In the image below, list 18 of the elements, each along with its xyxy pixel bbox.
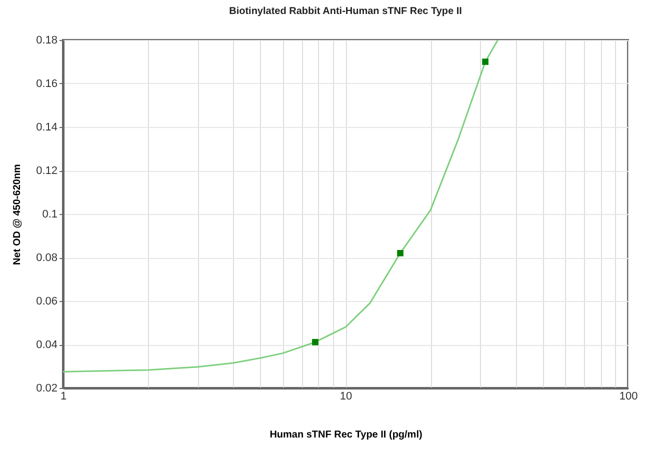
point: [312, 338, 318, 346]
point: [397, 250, 404, 256]
y-tick-label: 0.1: [42, 208, 58, 220]
x-axis-title: Human sTNF Rec Type II (pg/ml): [270, 430, 422, 440]
y-tick-label: 0.06: [36, 296, 58, 308]
y-tick-label: 0.18: [36, 34, 58, 46]
y-tick-label: 0.14: [36, 122, 58, 134]
y-tick-label: 0.12: [36, 165, 58, 177]
x-tick-label: 100: [619, 390, 638, 402]
y-tick-label: 0.16: [36, 78, 58, 90]
y-axis-title: Net OD @ 450-620nm: [12, 164, 24, 265]
y-tick-label: 0.04: [36, 339, 58, 351]
chart-title: Biotinylated Rabbit Anti-Human sTNF Rec Type II: [229, 6, 462, 17]
x-tick-label: 1: [60, 390, 67, 402]
y-tick-label: 0.08: [36, 252, 58, 264]
y-tick-label: 0.02: [36, 382, 58, 394]
point: [482, 58, 488, 65]
x-tick-label: 10: [340, 390, 352, 402]
